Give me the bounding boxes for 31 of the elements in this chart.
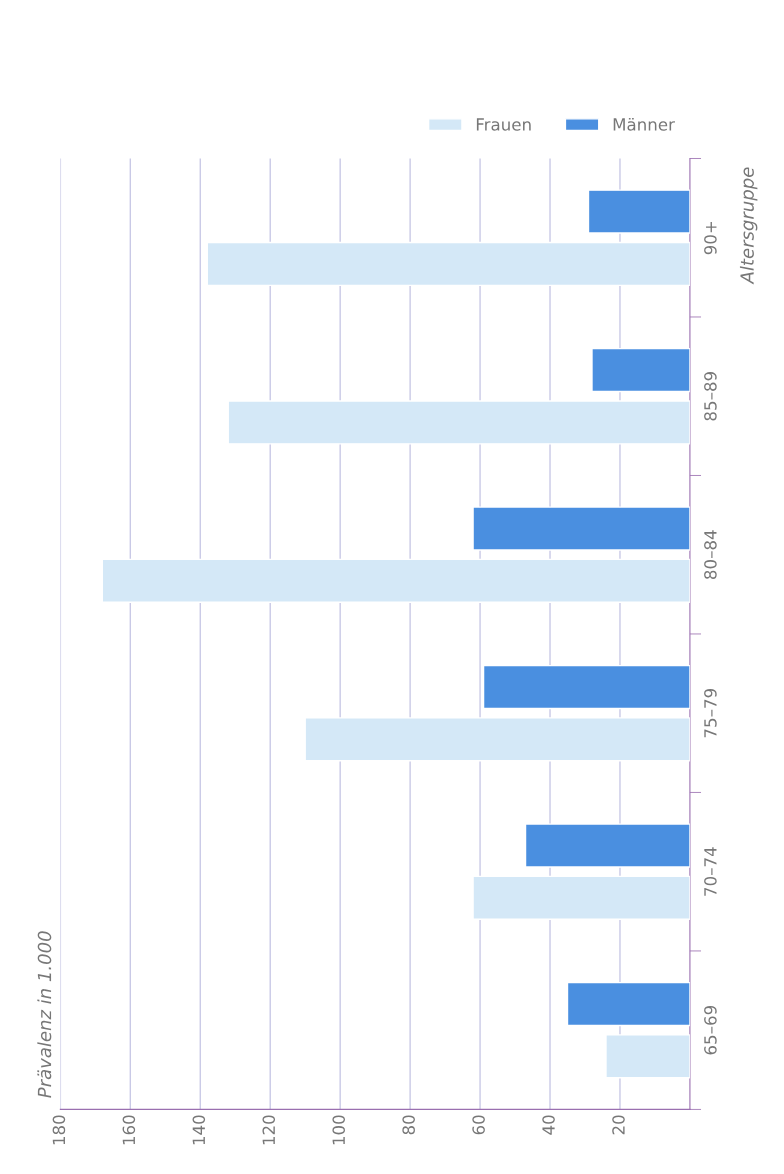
legend-label: Frauen [476, 118, 531, 131]
legend-label: Männer [613, 117, 675, 131]
bar [227, 400, 690, 445]
bar [587, 189, 690, 234]
x-tick-label: 80 [402, 1115, 415, 1135]
x-tick-label: 180 [52, 1115, 66, 1145]
x-tick-label: 40 [542, 1115, 555, 1135]
bar [605, 1034, 690, 1079]
bar [566, 981, 690, 1027]
x-tick-label: 100 [332, 1115, 345, 1145]
bar [591, 347, 690, 393]
y-tick-label: 70–74 [704, 847, 717, 896]
bar [101, 558, 690, 604]
x-tick-label: 160 [122, 1115, 136, 1145]
bar [304, 717, 690, 762]
x-tick-label: 120 [262, 1115, 276, 1145]
y-tick-label: 90+ [704, 221, 717, 255]
x-tick-label: 140 [192, 1115, 206, 1145]
bar [482, 664, 690, 710]
y-tick-label: 85–89 [704, 372, 717, 421]
y-tick-label: 75–79 [704, 689, 717, 738]
x-tick-label: 60 [472, 1115, 485, 1135]
y-tick-label: 65–69 [704, 1005, 717, 1055]
bar [206, 241, 690, 287]
y2-axis-title: Altersgruppe [739, 167, 758, 285]
bar [524, 823, 690, 868]
y-axis-title: Prävalenz in 1.000 [37, 931, 52, 1098]
x-tick-label: 20 [612, 1115, 625, 1135]
bar [472, 875, 690, 920]
y-tick-label: 80–84 [704, 530, 717, 579]
bar [472, 506, 690, 551]
